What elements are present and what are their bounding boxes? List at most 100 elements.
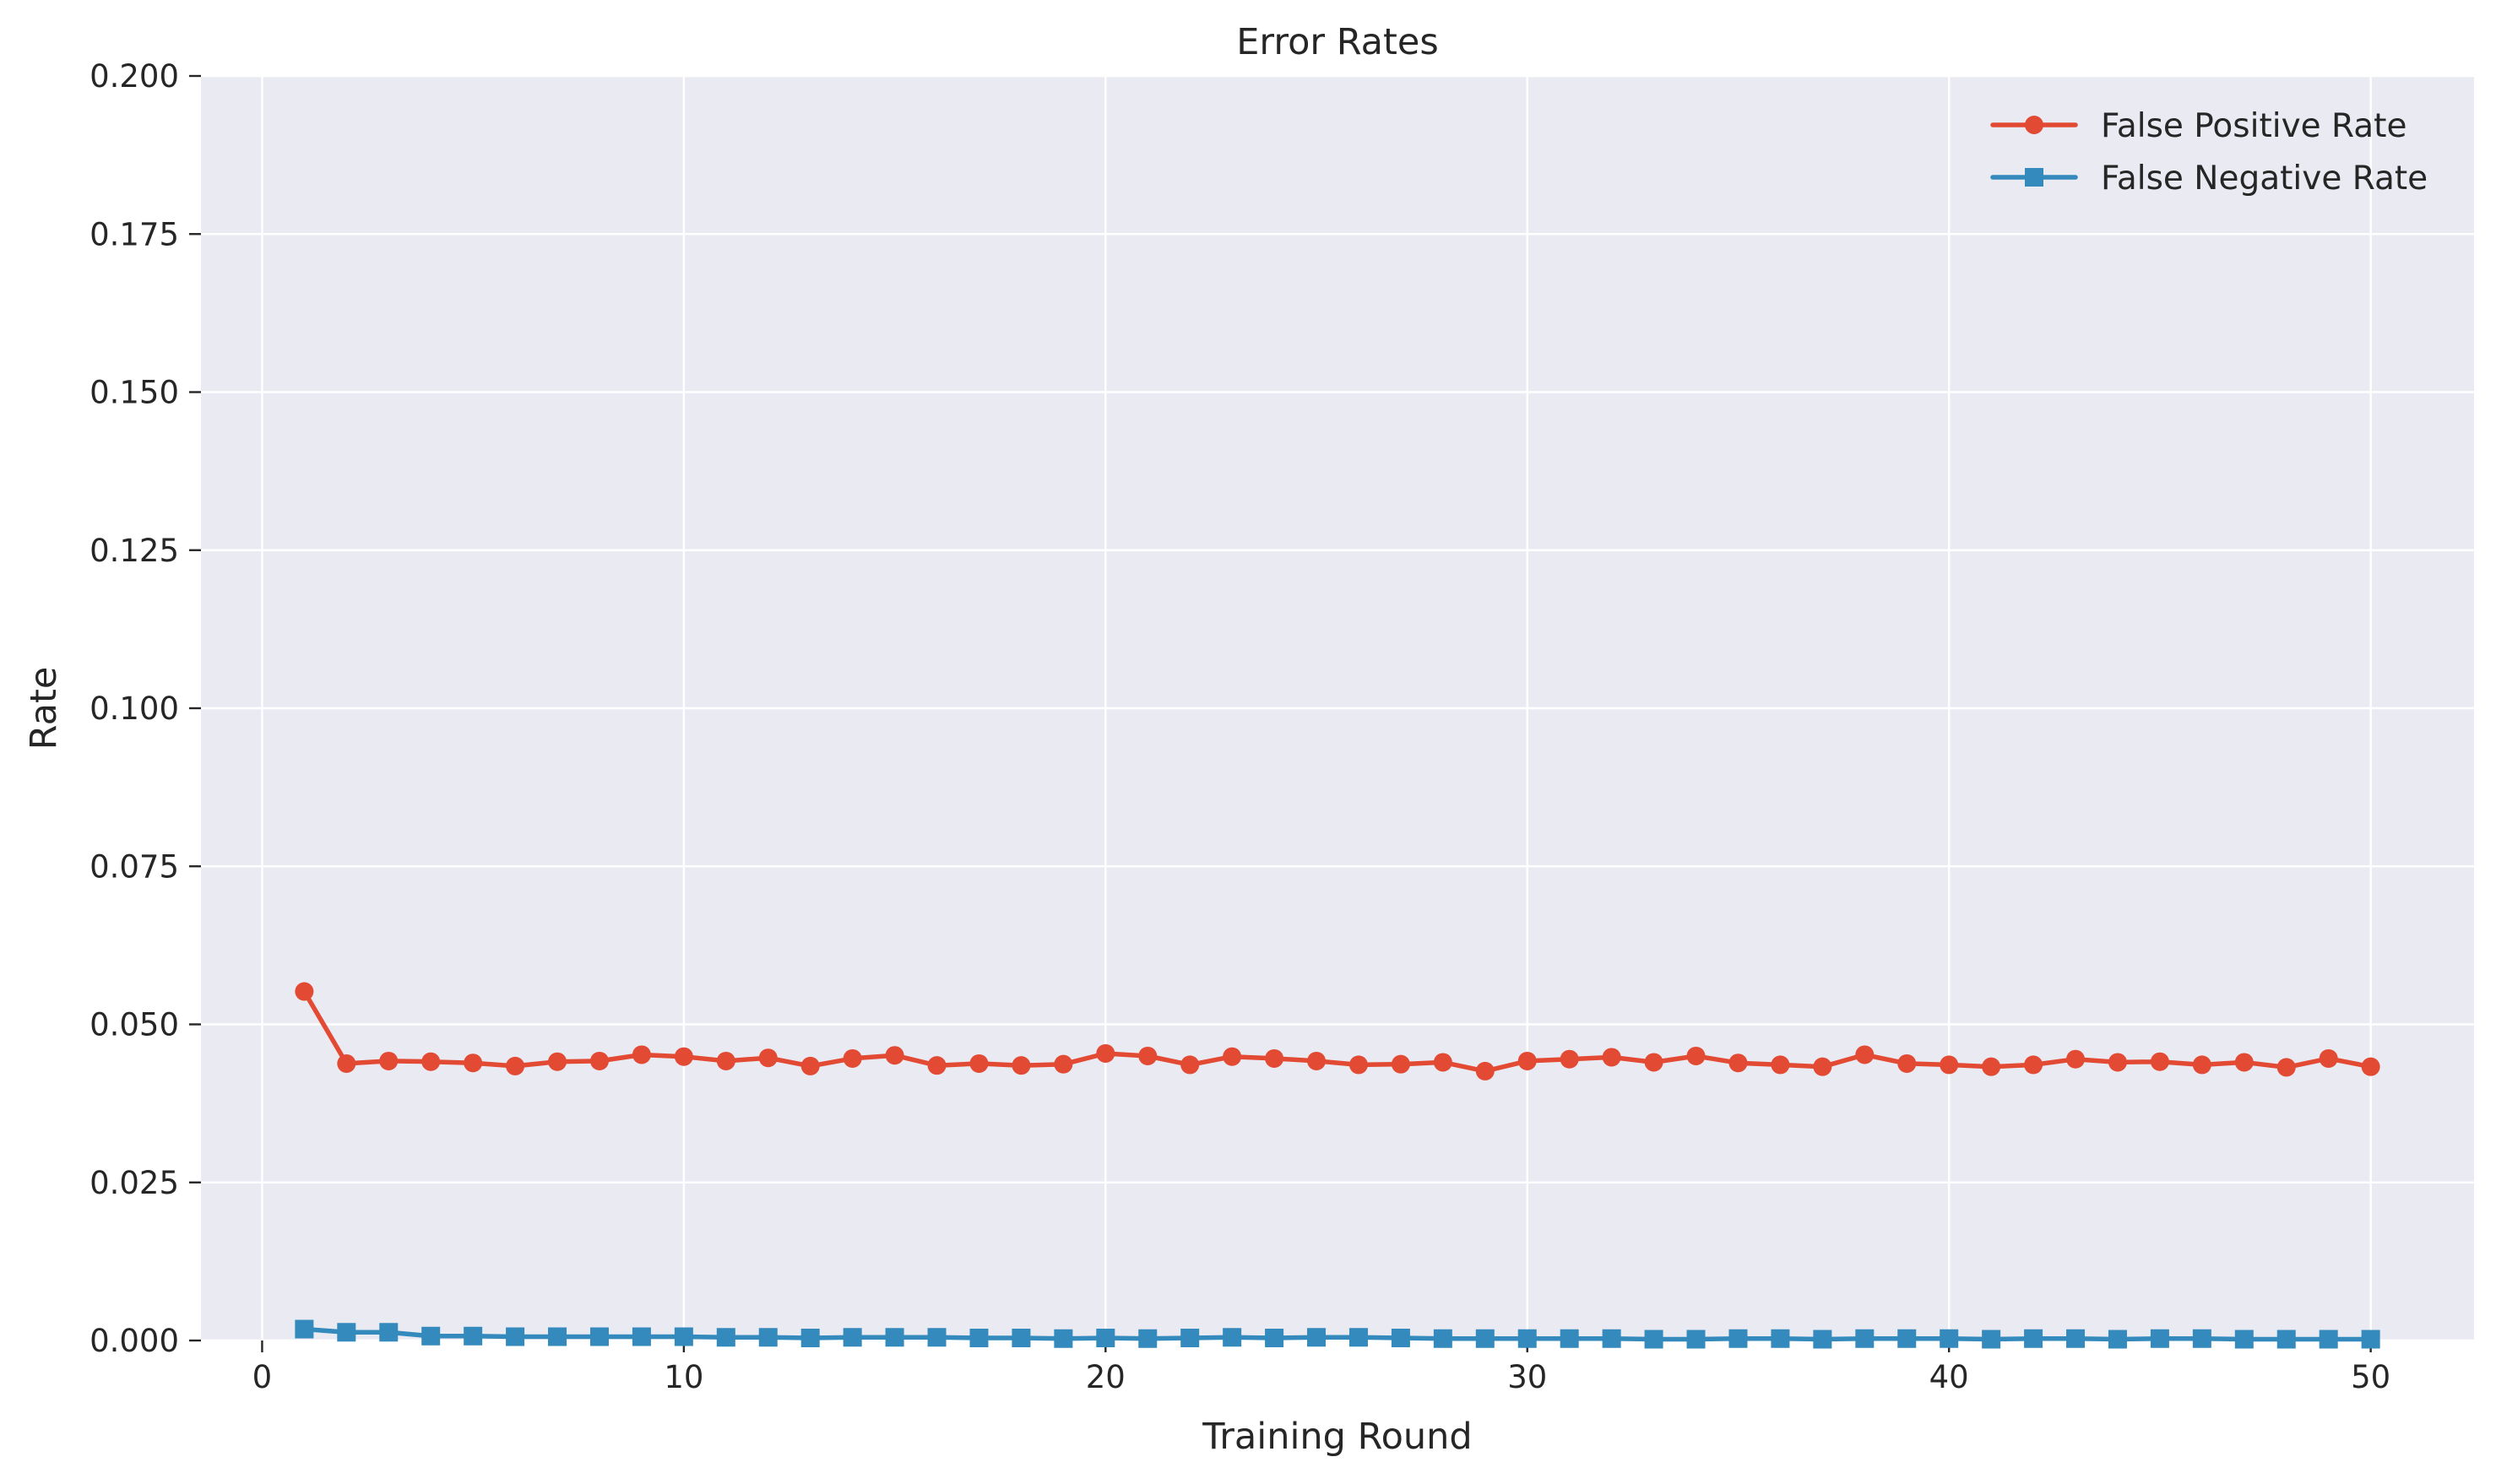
data-point bbox=[1433, 1329, 1452, 1348]
y-tick-label: 0.125 bbox=[90, 533, 179, 569]
data-point bbox=[2150, 1052, 2169, 1071]
data-point bbox=[2108, 1053, 2127, 1072]
x-tick-label: 50 bbox=[2351, 1359, 2390, 1395]
data-point bbox=[1265, 1048, 1284, 1068]
data-point bbox=[2024, 1055, 2043, 1075]
data-point bbox=[1728, 1053, 1748, 1073]
data-point bbox=[800, 1056, 820, 1075]
data-point bbox=[1138, 1046, 1158, 1065]
data-point bbox=[843, 1328, 862, 1347]
data-point bbox=[1982, 1057, 2001, 1076]
data-point bbox=[295, 982, 314, 1001]
data-point bbox=[337, 1053, 356, 1073]
data-point bbox=[674, 1327, 693, 1346]
data-point bbox=[1940, 1055, 1959, 1075]
x-tick-label: 40 bbox=[1929, 1359, 1969, 1395]
data-point bbox=[337, 1323, 356, 1342]
data-point bbox=[421, 1052, 441, 1071]
y-tick-label: 0.000 bbox=[90, 1323, 179, 1359]
data-point bbox=[2234, 1053, 2254, 1072]
legend-marker-2 bbox=[2025, 168, 2043, 187]
data-point bbox=[1686, 1046, 1706, 1065]
data-point bbox=[885, 1046, 904, 1065]
data-point bbox=[716, 1328, 735, 1347]
data-point bbox=[1982, 1330, 2001, 1349]
data-point bbox=[1517, 1051, 1537, 1070]
data-point bbox=[1307, 1328, 1327, 1347]
data-point bbox=[758, 1328, 778, 1347]
data-point bbox=[1391, 1329, 1410, 1348]
data-point bbox=[674, 1047, 693, 1066]
y-tick-label: 0.050 bbox=[90, 1007, 179, 1043]
data-point bbox=[1223, 1328, 1242, 1347]
data-point bbox=[1644, 1330, 1663, 1349]
x-tick-label: 10 bbox=[664, 1359, 703, 1395]
y-axis-label: Rate bbox=[23, 667, 65, 750]
data-point bbox=[464, 1053, 483, 1073]
legend-marker-1 bbox=[2025, 116, 2043, 134]
data-point bbox=[1813, 1057, 1832, 1076]
data-point bbox=[2276, 1058, 2296, 1077]
data-point bbox=[800, 1329, 820, 1348]
data-point bbox=[2150, 1329, 2169, 1348]
data-point bbox=[2319, 1330, 2338, 1349]
data-point bbox=[885, 1328, 904, 1347]
data-point bbox=[632, 1045, 651, 1064]
data-point bbox=[927, 1056, 947, 1075]
y-tick-label: 0.075 bbox=[90, 848, 179, 885]
data-point bbox=[2024, 1329, 2043, 1348]
data-point bbox=[1265, 1329, 1284, 1348]
data-point bbox=[1602, 1048, 1621, 1067]
data-point bbox=[1348, 1055, 1368, 1075]
data-point bbox=[548, 1327, 567, 1346]
data-point bbox=[1307, 1051, 1327, 1070]
data-point bbox=[1054, 1329, 1073, 1348]
data-point bbox=[758, 1048, 778, 1068]
data-point bbox=[2319, 1048, 2338, 1068]
y-tick-label: 0.025 bbox=[90, 1165, 179, 1201]
data-point bbox=[2192, 1329, 2211, 1348]
y-tick-label: 0.150 bbox=[90, 375, 179, 411]
data-point bbox=[969, 1329, 989, 1348]
data-point bbox=[843, 1048, 862, 1068]
data-point bbox=[1096, 1043, 1115, 1063]
data-point bbox=[1897, 1053, 1917, 1073]
data-point bbox=[1096, 1329, 1115, 1348]
data-point bbox=[1644, 1053, 1663, 1072]
data-point bbox=[1771, 1329, 1790, 1348]
data-point bbox=[1391, 1054, 1410, 1074]
data-point bbox=[1475, 1329, 1495, 1348]
legend-label-1: False Positive Rate bbox=[2101, 107, 2406, 145]
data-point bbox=[548, 1052, 567, 1071]
data-point bbox=[589, 1327, 609, 1346]
data-point bbox=[421, 1326, 441, 1346]
legend-label-2: False Negative Rate bbox=[2101, 160, 2428, 198]
data-point bbox=[927, 1328, 947, 1347]
data-point bbox=[379, 1051, 399, 1070]
data-point bbox=[2361, 1330, 2380, 1349]
chart-title: Error Rates bbox=[1236, 21, 1438, 63]
data-point bbox=[1012, 1329, 1031, 1348]
series bbox=[295, 982, 2380, 1349]
x-tick-label: 30 bbox=[1507, 1359, 1547, 1395]
data-point bbox=[1728, 1329, 1748, 1348]
data-point bbox=[506, 1056, 525, 1075]
data-point bbox=[1940, 1329, 1959, 1348]
legend: False Positive Rate False Negative Rate bbox=[1990, 107, 2428, 198]
data-point bbox=[1433, 1053, 1452, 1072]
data-point bbox=[2066, 1049, 2086, 1069]
data-point bbox=[1012, 1056, 1031, 1075]
y-tick-label: 0.175 bbox=[90, 216, 179, 252]
axes: 0 10 20 30 40 50 0.000 0.025 0.050 0.075 0.100 0.12… bbox=[90, 58, 2390, 1395]
data-point bbox=[1855, 1329, 1875, 1348]
y-tick-label: 0.200 bbox=[90, 58, 179, 95]
data-point bbox=[589, 1051, 609, 1070]
data-point bbox=[1855, 1045, 1875, 1064]
data-point bbox=[1138, 1329, 1158, 1348]
data-point bbox=[464, 1326, 483, 1346]
data-point bbox=[2276, 1330, 2296, 1349]
data-point bbox=[2234, 1330, 2254, 1349]
data-point bbox=[632, 1327, 651, 1346]
data-point bbox=[506, 1327, 525, 1346]
